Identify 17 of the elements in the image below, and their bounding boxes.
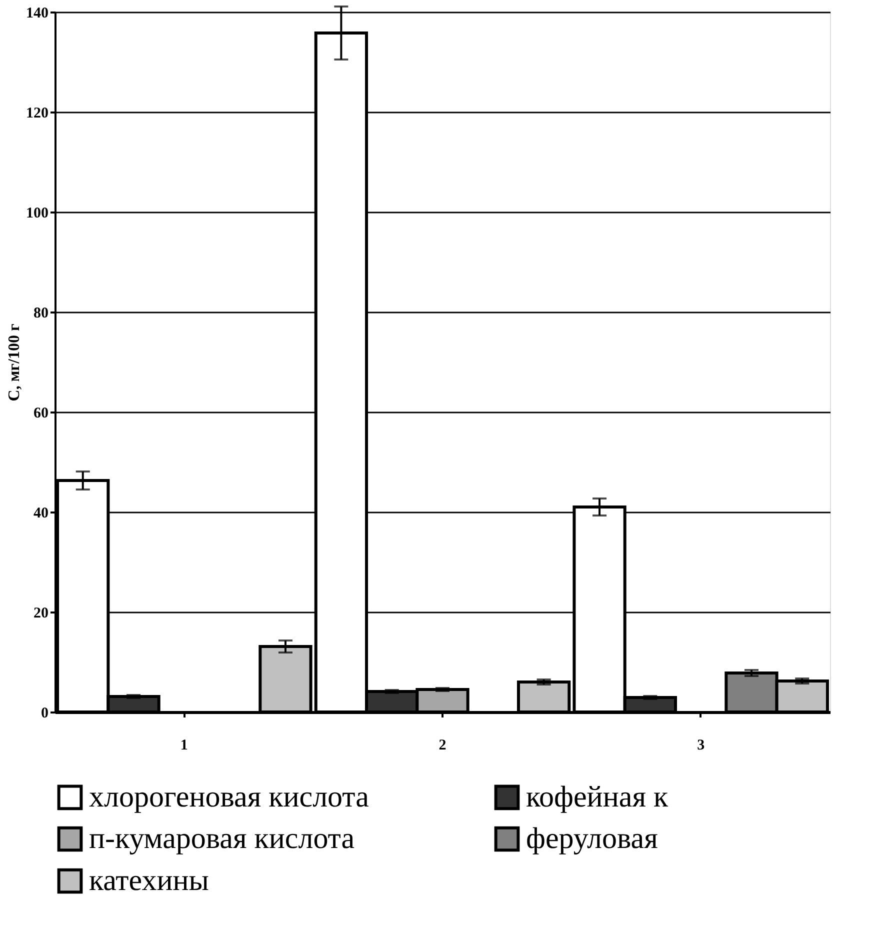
y-tick-label: 80: [34, 306, 48, 322]
y-tick-label: 120: [26, 106, 48, 122]
y-tick-label: 40: [34, 506, 48, 522]
y-tick-label: 0: [41, 706, 48, 722]
y-tick-label: 60: [34, 406, 48, 422]
legend-label: катехины: [89, 864, 209, 897]
y-axis-title: C, мг/100 г: [6, 324, 23, 402]
x-tick-label: 1: [180, 738, 188, 754]
legend-label: хлорогеновая кислота: [89, 780, 369, 814]
x-tick-label: 2: [438, 738, 446, 754]
y-tick-label: 140: [26, 6, 48, 22]
legend-label: кофейная к: [526, 780, 669, 814]
legend-label: п-кумаровая кислота: [89, 822, 355, 855]
x-tick-label: 3: [697, 738, 705, 754]
y-tick-label: 20: [34, 606, 48, 622]
y-tick-label: 100: [26, 206, 48, 222]
legend-label: феруловая: [526, 822, 658, 855]
